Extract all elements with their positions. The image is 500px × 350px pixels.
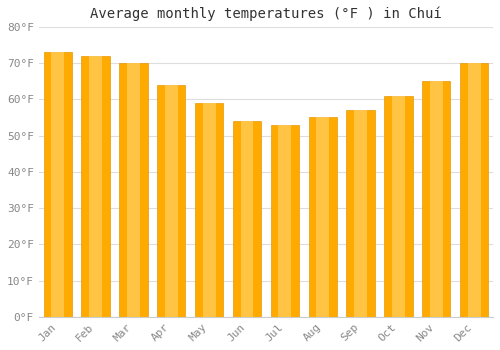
Bar (278, 125, 291, 317)
Bar (44, 52, 72, 317)
Bar (468, 63, 480, 317)
Bar (460, 63, 488, 317)
Bar (422, 81, 450, 317)
Bar (127, 63, 140, 317)
Title: Average monthly temperatures (°F ) in Chuí: Average monthly temperatures (°F ) in Ch… (90, 7, 442, 21)
Bar (354, 110, 367, 317)
Bar (52, 52, 64, 317)
Bar (316, 117, 329, 317)
Bar (392, 96, 405, 317)
Bar (308, 117, 337, 317)
Bar (270, 125, 299, 317)
Bar (195, 103, 224, 317)
Bar (346, 110, 375, 317)
Bar (157, 85, 186, 317)
Bar (430, 81, 442, 317)
Bar (82, 56, 110, 317)
Bar (233, 121, 261, 317)
Bar (384, 96, 412, 317)
Bar (240, 121, 254, 317)
Bar (119, 63, 148, 317)
Bar (165, 85, 177, 317)
Bar (203, 103, 215, 317)
Bar (89, 56, 102, 317)
